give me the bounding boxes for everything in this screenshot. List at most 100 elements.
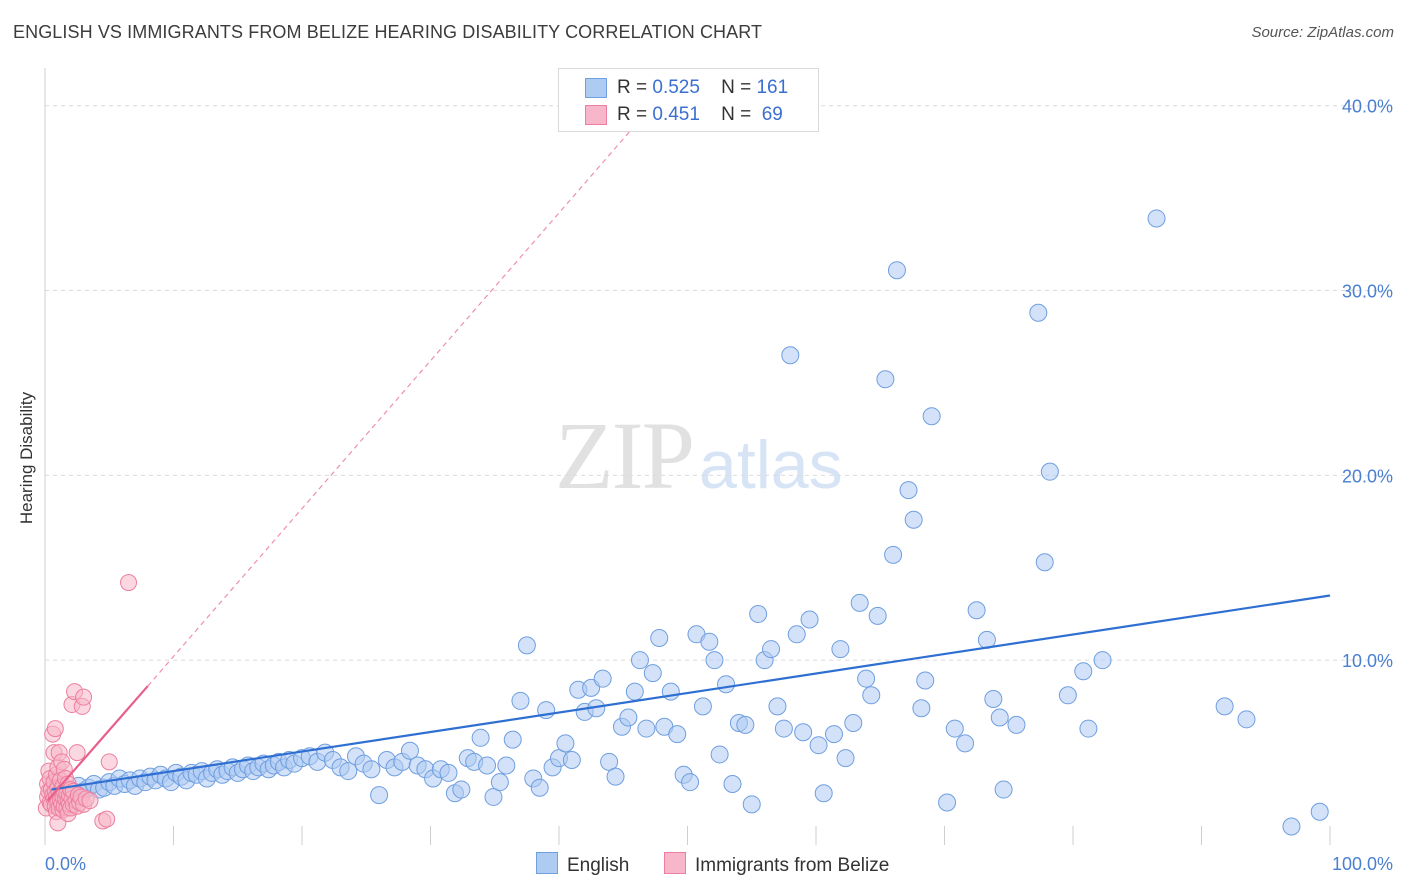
legend-n-label: N = <box>721 104 752 125</box>
english-point <box>1310 802 1329 821</box>
english-point <box>1147 209 1166 228</box>
english-point <box>490 773 509 792</box>
legend-text-belize: R = 0.451 N = 69 <box>617 104 783 126</box>
english-point <box>1040 462 1059 481</box>
english-point <box>836 749 855 768</box>
english-point <box>1035 553 1054 572</box>
english-point <box>800 610 819 629</box>
english-point <box>362 760 381 779</box>
english-point <box>1215 697 1234 716</box>
english-point <box>768 697 787 716</box>
english-point <box>899 481 918 500</box>
x-tick-label: 100.0% <box>1332 854 1393 874</box>
english-point <box>370 786 389 805</box>
english-point <box>723 775 742 794</box>
english-point <box>1093 651 1112 670</box>
english-point <box>984 689 1003 708</box>
english-point <box>994 780 1013 799</box>
english-point <box>1029 303 1048 322</box>
english-point <box>912 699 931 718</box>
belize-point <box>100 753 118 771</box>
english-point <box>1058 686 1077 705</box>
english-point <box>824 725 843 744</box>
english-point <box>809 736 828 755</box>
belize-point <box>46 720 64 738</box>
english-point <box>562 750 581 769</box>
english-point <box>884 545 903 564</box>
legend-r-label: R = <box>617 77 648 98</box>
english-point <box>814 784 833 803</box>
x-tick-label: 0.0% <box>45 854 86 874</box>
legend-r-value: 0.451 <box>652 104 700 125</box>
bottom-legend-swatch-english <box>536 852 558 874</box>
bottom-legend-belize: Immigrants from Belize <box>664 852 889 877</box>
y-tick-label: 30.0% <box>1342 282 1393 302</box>
english-point <box>681 773 700 792</box>
watermark-zip: ZIP <box>555 402 695 509</box>
y-tick-label: 40.0% <box>1342 97 1393 117</box>
english-point <box>868 606 887 625</box>
english-trend-line <box>51 594 1331 791</box>
english-point <box>717 675 736 694</box>
english-point <box>967 601 986 620</box>
english-point <box>517 636 536 655</box>
english-point <box>774 719 793 738</box>
legend-n-value: 161 <box>756 77 789 98</box>
belize-trend-line <box>46 685 149 802</box>
english-point <box>710 745 729 764</box>
english-point <box>530 778 549 797</box>
english-point <box>637 719 656 738</box>
grid-lines <box>45 105 1392 661</box>
bottom-legend-english: English <box>536 852 629 877</box>
y-tick-label: 20.0% <box>1342 466 1393 486</box>
y-tick-label: 10.0% <box>1342 651 1393 671</box>
axes <box>44 68 1331 845</box>
english-point <box>876 370 895 389</box>
english-point <box>497 756 516 775</box>
english-point <box>1237 710 1256 729</box>
english-point <box>1074 662 1093 681</box>
english-point <box>339 762 358 781</box>
english-points <box>51 209 1329 836</box>
english-point <box>794 723 813 742</box>
watermark: ZIPatlas <box>555 400 843 511</box>
legend-n-label: N = <box>721 77 752 98</box>
source-credit: Source: ZipAtlas.com <box>1251 24 1394 41</box>
english-point <box>762 640 781 659</box>
english-point <box>990 708 1009 727</box>
english-point <box>1079 719 1098 738</box>
legend-n-value: 69 <box>761 104 783 125</box>
belize-point <box>75 688 93 706</box>
legend: R = 0.525 N = 161 R = 0.451 N = 69 <box>558 68 819 132</box>
english-point <box>1007 715 1026 734</box>
legend-r-label: R = <box>617 104 648 125</box>
english-point <box>787 625 806 644</box>
legend-swatch-belize <box>585 105 607 125</box>
english-point <box>850 593 869 612</box>
english-point <box>916 671 935 690</box>
english-point <box>650 629 669 648</box>
english-point <box>945 719 964 738</box>
english-point <box>956 734 975 753</box>
english-point <box>705 651 724 670</box>
english-point <box>904 510 923 529</box>
english-point <box>831 640 850 659</box>
english-point <box>619 708 638 727</box>
watermark-atlas: atlas <box>699 427 843 503</box>
english-point <box>511 691 530 710</box>
belize-point <box>81 792 99 810</box>
trend-lines <box>46 123 1331 802</box>
tick-labels: 10.0% 20.0% 30.0% 40.0% 0.0% 100.0% <box>45 97 1393 874</box>
english-point <box>749 604 768 623</box>
english-point <box>844 714 863 733</box>
english-point <box>736 715 755 734</box>
bottom-legend-label-english: English <box>567 855 630 876</box>
english-point <box>938 793 957 812</box>
english-point <box>439 763 458 782</box>
legend-text-english: R = 0.525 N = 161 <box>617 77 788 99</box>
english-point <box>503 730 522 749</box>
english-point <box>742 795 761 814</box>
belize-point <box>120 574 138 592</box>
legend-swatch-english <box>585 78 607 98</box>
